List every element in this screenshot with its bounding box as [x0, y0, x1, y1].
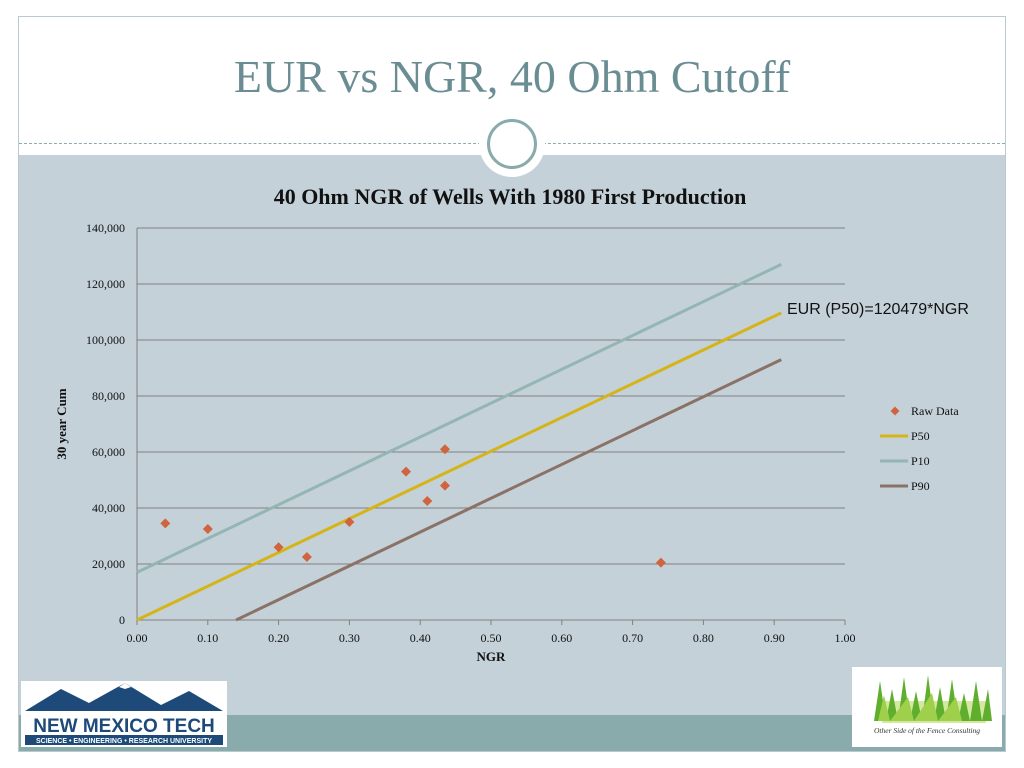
y-tick-label: 80,000 — [92, 389, 125, 403]
x-tick-label: 0.90 — [764, 631, 785, 645]
y-tick-label: 140,000 — [86, 221, 125, 235]
series-line-p10 — [136, 263, 782, 574]
data-point — [439, 444, 450, 455]
data-point — [655, 557, 666, 568]
legend-label: P50 — [911, 429, 930, 443]
data-point — [344, 517, 355, 527]
legend-label: P90 — [911, 479, 930, 493]
x-tick-label: 0.70 — [622, 631, 643, 645]
legend-label: Raw Data — [911, 404, 959, 418]
grid-lines — [137, 227, 845, 621]
chart-title: 40 Ohm NGR of Wells With 1980 First Prod… — [274, 184, 747, 209]
legend-item: P10 — [880, 454, 930, 468]
legend: Raw Data P50 P10 P90 — [880, 404, 959, 493]
legend-item: Raw Data — [890, 404, 959, 418]
legend-item: P50 — [880, 429, 930, 443]
series-line-p90 — [235, 358, 782, 622]
y-tick-label: 120,000 — [86, 277, 125, 291]
fence-consulting-logo: Other Side of the Fence Consulting — [852, 667, 1002, 747]
slide-title: EUR vs NGR, 40 Ohm Cutoff — [233, 51, 791, 102]
data-point — [160, 518, 171, 529]
axes: 0 20,000 40,000 60,000 80,000 100,000 120,000 1… — [86, 221, 856, 645]
data-point — [439, 480, 450, 491]
logo-tagline: SCIENCE • ENGINEERING • RESEARCH UNIVERS… — [36, 738, 212, 745]
x-tick-label: 0.40 — [410, 631, 431, 645]
x-tick-label: 0.80 — [693, 631, 714, 645]
mountain-icon — [25, 683, 223, 711]
x-tick-label: 0.50 — [481, 631, 502, 645]
x-tick-label: 1.00 — [835, 631, 856, 645]
x-tick-label: 0.20 — [268, 631, 289, 645]
y-axis-label: 30 year Cum — [54, 388, 69, 459]
new-mexico-tech-logo: NEW MEXICO TECH SCIENCE • ENGINEERING • … — [21, 681, 227, 747]
ring-icon — [487, 119, 537, 169]
y-tick-label: 100,000 — [86, 333, 125, 347]
data-point — [202, 524, 213, 534]
y-tick-label: 60,000 — [92, 445, 125, 459]
x-tick-label: 0.60 — [551, 631, 572, 645]
legend-item: P90 — [880, 479, 930, 493]
legend-marker — [890, 406, 900, 416]
data-points — [160, 444, 666, 568]
x-axis-label: NGR — [477, 649, 507, 664]
data-point — [301, 552, 312, 562]
y-tick-label: 20,000 — [92, 557, 125, 571]
legend-label: P10 — [911, 454, 930, 468]
data-point — [273, 542, 284, 553]
x-tick-label: 0.00 — [127, 631, 148, 645]
trend-lines — [136, 263, 782, 622]
circle-ornament — [479, 111, 545, 177]
content-area — [19, 155, 1005, 715]
series-line-p50 — [136, 311, 782, 622]
peak-snow-icon — [119, 683, 131, 689]
x-tick-label: 0.10 — [197, 631, 218, 645]
x-tick-label: 0.30 — [339, 631, 360, 645]
data-point — [401, 466, 412, 477]
data-point — [422, 496, 433, 506]
equation-annotation: EUR (P50)=120479*NGR — [787, 301, 969, 318]
logo-fence-name: Other Side of the Fence Consulting — [874, 726, 980, 735]
y-tick-label: 0 — [119, 613, 125, 627]
logo-name: NEW MEXICO TECH — [33, 716, 215, 737]
y-tick-label: 40,000 — [92, 501, 125, 515]
